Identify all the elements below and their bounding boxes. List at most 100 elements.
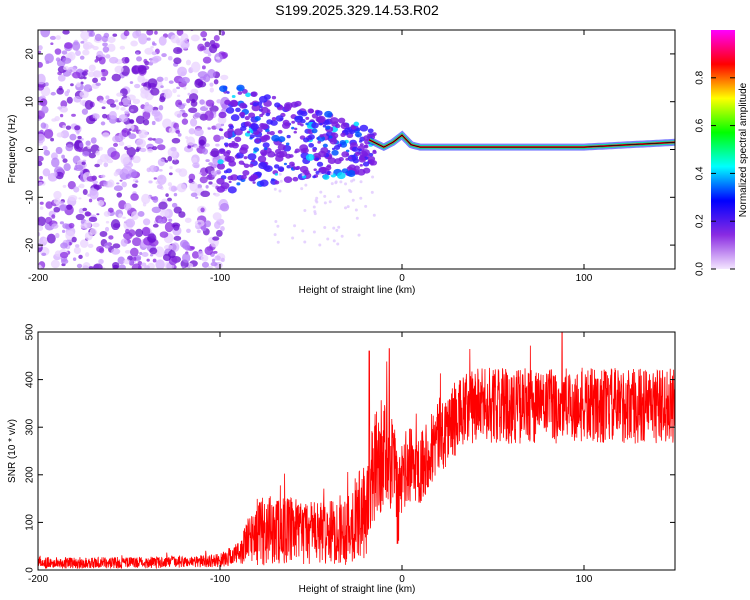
heatmap-cell xyxy=(286,134,291,139)
heatmap-cell xyxy=(183,86,187,90)
heatmap-cell xyxy=(130,193,139,201)
heatmap-cell xyxy=(81,108,88,115)
heatmap-cell xyxy=(184,217,192,223)
heatmap-cell xyxy=(367,133,371,136)
heatmap-cell xyxy=(90,137,97,144)
heatmap-cell xyxy=(173,156,177,161)
heatmap-cell xyxy=(172,159,180,165)
heatmap-cell xyxy=(315,200,319,204)
heatmap-cell xyxy=(371,175,375,179)
heatmap-cell xyxy=(94,163,101,168)
heatmap-cell xyxy=(111,248,121,255)
heatmap-cell xyxy=(300,110,308,117)
heatmap-cell xyxy=(312,230,316,234)
heatmap-cell xyxy=(200,207,205,213)
heatmap-cell xyxy=(346,205,350,209)
heatmap-cell xyxy=(120,107,126,111)
heatmap-cell xyxy=(242,170,250,176)
heatmap-cell xyxy=(118,264,126,269)
heatmap-cell xyxy=(93,184,102,190)
heatmap-cell xyxy=(50,91,56,96)
heatmap-cell xyxy=(202,148,209,155)
heatmap-cell xyxy=(118,101,124,106)
heatmap-cell xyxy=(337,143,342,148)
heatmap-cell xyxy=(167,250,176,259)
heatmap-cell xyxy=(113,171,119,177)
heatmap-cell xyxy=(147,148,154,153)
heatmap-cell xyxy=(78,142,84,148)
heatmap-cell xyxy=(254,116,261,122)
heatmap-cell xyxy=(147,78,158,88)
heatmap-cell xyxy=(322,143,328,148)
heatmap-cell xyxy=(131,237,142,247)
colorbar: 0.0 0.2 0.4 0.6 0.8 Normalized spectral ampl… xyxy=(695,30,749,276)
heatmap-cell xyxy=(141,226,151,237)
heatmap-cell xyxy=(225,106,235,114)
heatmap-cell xyxy=(322,174,330,180)
heatmap-cell xyxy=(102,46,110,53)
heatmap-cell xyxy=(105,220,110,224)
heatmap-cell xyxy=(122,216,126,219)
heatmap-cell xyxy=(213,221,221,229)
heatmap-cell xyxy=(135,30,142,37)
heatmap-cell xyxy=(198,250,204,257)
y-tick-label: 0 xyxy=(25,567,36,573)
heatmap-cell xyxy=(274,180,280,185)
heatmap-cell xyxy=(50,42,54,46)
heatmap-cell xyxy=(286,165,291,169)
heatmap-cell xyxy=(277,144,286,151)
heatmap-cell xyxy=(210,261,218,267)
heatmap-cell xyxy=(107,43,116,52)
heatmap-cell xyxy=(73,96,82,103)
heatmap-cell xyxy=(254,138,260,143)
heatmap-cell xyxy=(176,113,182,118)
heatmap-cell xyxy=(167,197,172,202)
y-tick-label: 0 xyxy=(25,146,36,152)
heatmap-cell xyxy=(304,183,308,187)
heatmap-cell xyxy=(220,51,229,59)
heatmap-cell xyxy=(61,229,66,233)
heatmap-cell xyxy=(357,233,361,237)
heatmap-cell xyxy=(115,105,120,110)
heatmap-cell xyxy=(151,51,157,56)
heatmap-cell xyxy=(64,42,73,49)
heatmap-cell xyxy=(312,175,316,179)
heatmap-cell xyxy=(124,249,131,254)
heatmap-cell xyxy=(88,198,93,203)
heatmap-cell xyxy=(128,128,132,132)
heatmap-cell xyxy=(273,187,277,191)
heatmap-cell xyxy=(291,120,296,124)
heatmap-cell xyxy=(227,186,237,194)
heatmap-cell xyxy=(229,125,234,130)
x-tick-label: 100 xyxy=(576,273,593,284)
heatmap-cell xyxy=(252,127,257,132)
heatmap-cell xyxy=(274,219,278,223)
heatmap-cell xyxy=(134,256,141,262)
heatmap-cell xyxy=(92,113,98,119)
heatmap-cell xyxy=(346,166,353,172)
colorbar-tick-label: 0.2 xyxy=(695,214,706,228)
heatmap-cell xyxy=(354,131,362,138)
heatmap-cell xyxy=(341,151,350,158)
heatmap-cell xyxy=(94,59,99,63)
heatmap-cell xyxy=(290,101,299,108)
heatmap-cell xyxy=(301,173,305,177)
heatmap-cell xyxy=(208,44,218,54)
heatmap-cell xyxy=(257,101,263,106)
y-tick-label: 100 xyxy=(25,514,36,531)
heatmap-cell xyxy=(185,59,192,66)
colorbar-tick-label: 0.0 xyxy=(695,262,706,276)
heatmap-cell xyxy=(157,218,166,224)
heatmap-cell xyxy=(69,133,77,141)
heatmap-cell xyxy=(123,202,132,211)
heatmap-cell xyxy=(177,66,188,77)
heatmap-cell xyxy=(316,115,326,123)
heatmap-cell xyxy=(225,168,233,174)
heatmap-cell xyxy=(344,182,348,186)
heatmap-cell xyxy=(82,41,93,50)
heatmap-cell xyxy=(55,35,61,41)
heatmap-cell xyxy=(323,201,327,205)
heatmap-cell xyxy=(359,164,363,167)
heatmap-cell xyxy=(293,224,297,228)
heatmap-cell xyxy=(315,110,323,116)
